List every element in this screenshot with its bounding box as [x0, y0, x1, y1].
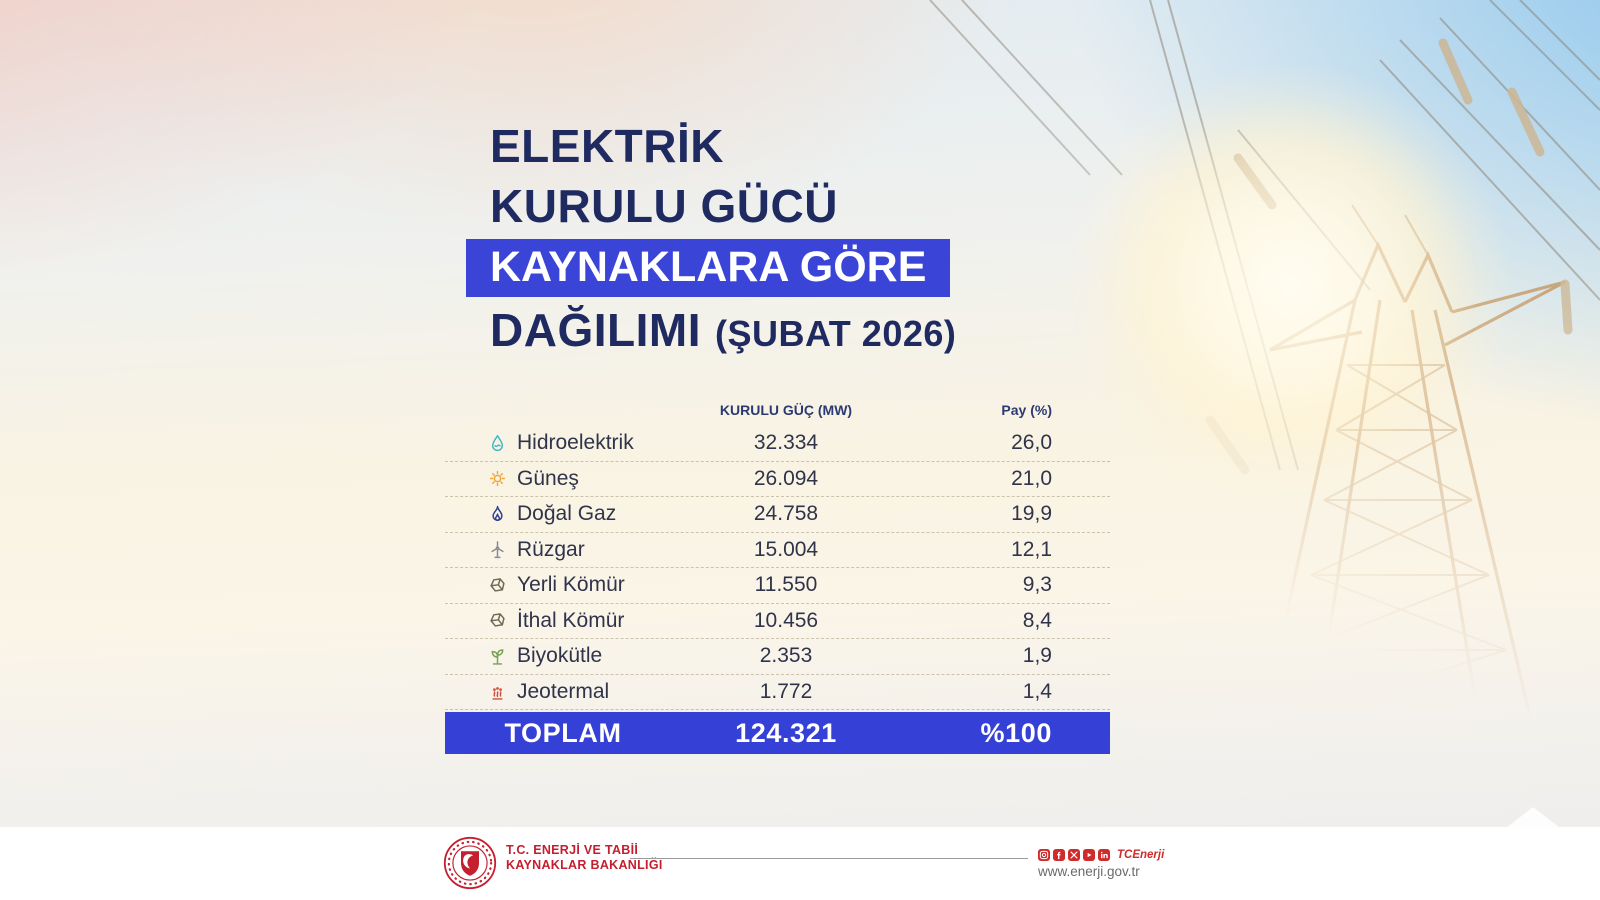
source-label: Hidroelektrik [517, 431, 634, 455]
share-value: 1,4 [1022, 679, 1052, 703]
total-share: %100 [980, 717, 1052, 748]
capacity-value: 11.550 [754, 573, 818, 597]
share-value: 12,1 [1011, 537, 1052, 561]
table-row: Doğal Gaz 24.758 19,9 [445, 497, 1110, 533]
table-row: Güneş 26.094 21,0 [445, 462, 1110, 497]
column-header-share: Pay (%) [1001, 402, 1052, 418]
total-label: TOPLAM [504, 717, 622, 748]
title-line-4: DAĞILIMI [490, 304, 701, 356]
capacity-value: 24.758 [753, 502, 819, 526]
wind-turbine-icon [491, 541, 504, 559]
page-title: ELEKTRİK KURULU GÜCÜ KAYNAKLARA GÖRE DAĞ… [466, 116, 956, 364]
table-row: Rüzgar 15.004 12,1 [445, 533, 1110, 568]
table-row: İthal Kömür 10.456 8,4 [445, 604, 1110, 639]
linkedin-icon [1098, 849, 1110, 861]
share-value: 21,0 [1011, 466, 1052, 490]
source-label: Güneş [517, 466, 579, 490]
capacity-value: 15.004 [753, 537, 819, 561]
footer-bar [0, 827, 1600, 900]
capacity-value: 2.353 [759, 644, 813, 668]
sun-icon [489, 471, 506, 487]
website-url: www.enerji.gov.tr [1038, 864, 1140, 879]
table-header: KURULU GÜÇ (MW) Pay (%) [445, 394, 1110, 426]
capacity-value: 26.094 [753, 466, 819, 490]
title-date: (ŞUBAT 2026) [714, 313, 957, 354]
table-row: Yerli Kömür 11.550 9,3 [445, 568, 1110, 604]
ministry-name-line-2: KAYNAKLAR BAKANLIĞI [506, 858, 663, 872]
geyser-icon [492, 687, 503, 700]
share-value: 1,9 [1022, 644, 1052, 668]
share-value: 19,9 [1011, 502, 1052, 526]
ministry-name-line-1: T.C. ENERJİ VE TABİİ [506, 843, 639, 857]
column-header-capacity: KURULU GÜÇ (MW) [719, 402, 853, 418]
table-row: Hidroelektrik 32.334 26,0 [445, 426, 1110, 462]
footer-divider-line [630, 858, 1028, 859]
total-capacity: 124.321 [735, 717, 837, 748]
table-row: Jeotermal 1.772 1,4 [445, 675, 1110, 710]
flame-icon [492, 505, 503, 521]
source-label: Yerli Kömür [517, 573, 625, 597]
source-label: Jeotermal [517, 679, 610, 703]
ministry-logo [443, 836, 497, 890]
capacity-value: 32.334 [753, 431, 819, 455]
youtube-icon [1083, 849, 1095, 861]
x-twitter-icon [1068, 849, 1080, 861]
water-drop-icon [491, 434, 504, 451]
total-row: TOPLAM 124.321 %100 [445, 712, 1110, 754]
title-line-1: ELEKTRİK [490, 120, 724, 172]
share-value: 8,4 [1022, 608, 1052, 632]
share-value: 26,0 [1011, 431, 1052, 455]
facebook-icon [1053, 849, 1065, 861]
capacity-value: 10.456 [753, 608, 819, 632]
social-handle: TCEnerji [1117, 849, 1165, 861]
social-media-block: TCEnerji [1038, 849, 1164, 861]
coal-icon [490, 613, 505, 627]
coal-icon [490, 578, 505, 592]
source-label: Rüzgar [517, 537, 585, 561]
capacity-value: 1.772 [759, 679, 813, 703]
source-label: Biyokütle [517, 644, 603, 668]
table-row: Biyokütle 2.353 1,9 [445, 639, 1110, 675]
footer-peak-decoration [1506, 807, 1560, 828]
instagram-icon [1038, 849, 1050, 861]
ministry-name: T.C. ENERJİ VE TABİİ KAYNAKLAR BAKANLIĞI [506, 843, 663, 873]
source-label: Doğal Gaz [517, 502, 617, 526]
plant-icon [491, 649, 504, 665]
source-label: İthal Kömür [517, 608, 625, 632]
title-line-2: KURULU GÜCÜ [490, 180, 838, 232]
share-value: 9,3 [1022, 573, 1052, 597]
title-highlight: KAYNAKLARA GÖRE [466, 239, 951, 297]
capacity-table: KURULU GÜÇ (MW) Pay (%) Hidroelektrik 32… [445, 394, 1110, 754]
